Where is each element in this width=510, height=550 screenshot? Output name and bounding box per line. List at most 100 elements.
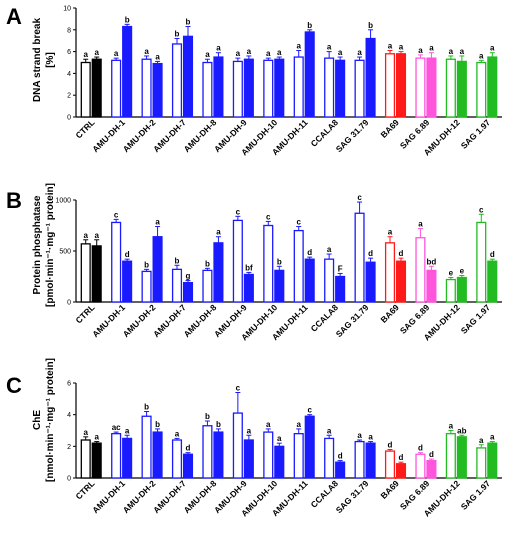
bar-treated-9 xyxy=(335,59,346,118)
significance-label: b xyxy=(277,257,282,266)
bar-treated-4 xyxy=(182,453,194,479)
bar-control-14 xyxy=(476,447,487,479)
category-label: CTRL xyxy=(74,302,97,325)
significance-label: a xyxy=(357,431,362,440)
bar-treated-7 xyxy=(274,445,285,479)
significance-label: a xyxy=(247,426,252,435)
significance-label: c xyxy=(236,384,241,393)
significance-label: b xyxy=(216,420,221,429)
significance-label: d xyxy=(125,250,130,259)
bar-treated-3 xyxy=(152,62,163,118)
bar-control-10 xyxy=(354,440,365,479)
bar-control-5 xyxy=(202,269,213,303)
bar-treated-14 xyxy=(487,442,498,479)
category-label: BA69 xyxy=(378,302,401,325)
significance-label: c xyxy=(236,207,241,216)
significance-label: d xyxy=(418,444,423,453)
bar-control-8 xyxy=(293,229,304,303)
significance-label: a xyxy=(449,47,454,56)
bar-control-5 xyxy=(202,61,213,118)
significance-label: a xyxy=(216,228,221,237)
bar-control-8 xyxy=(293,433,304,479)
bar-treated-5 xyxy=(213,431,224,479)
significance-label: a xyxy=(175,429,180,438)
significance-label: a xyxy=(94,433,99,442)
y-tick-label: 4 xyxy=(67,71,71,78)
bar-treated-4 xyxy=(182,281,194,303)
bar-control-8 xyxy=(293,56,304,118)
significance-label: a xyxy=(83,428,88,437)
significance-label: a xyxy=(277,434,282,443)
bar-control-12 xyxy=(415,57,426,118)
category-label: BA69 xyxy=(378,478,401,501)
significance-label: b xyxy=(205,412,210,421)
bar-control-10 xyxy=(354,59,365,118)
y-tick-label: 2 xyxy=(67,444,71,451)
bar-treated-3 xyxy=(152,431,163,479)
y-tick-label: 0 xyxy=(67,476,71,483)
bar-treated-11 xyxy=(395,260,407,303)
panel-letter: B xyxy=(6,188,22,213)
category-label: SAG 31.79 xyxy=(334,117,371,154)
significance-label: c xyxy=(266,212,271,221)
bar-control-2 xyxy=(111,433,122,479)
significance-label: d xyxy=(307,248,312,257)
category-label: SAG 31.79 xyxy=(334,478,371,515)
significance-label: a xyxy=(479,436,484,445)
significance-label: a xyxy=(277,48,282,57)
bar-treated-4 xyxy=(182,35,194,118)
bar-treated-12 xyxy=(426,57,437,118)
significance-label: a xyxy=(114,49,119,58)
y-tick-label: 6 xyxy=(67,381,71,388)
significance-label: a xyxy=(368,433,373,442)
significance-label: d xyxy=(429,450,434,459)
bar-treated-6 xyxy=(243,58,254,118)
significance-label: g xyxy=(186,272,191,281)
bar-treated-8 xyxy=(304,415,315,479)
bar-treated-3 xyxy=(152,236,163,303)
bar-treated-1 xyxy=(91,245,102,303)
y-tick-label: 2 xyxy=(67,93,71,100)
y-tick-label: 0 xyxy=(67,300,71,307)
y-tick-label: 4 xyxy=(67,412,71,419)
significance-label: a xyxy=(327,426,332,435)
category-label: SAG 1.97 xyxy=(459,117,493,151)
significance-label: a xyxy=(155,52,160,61)
significance-label: a xyxy=(125,426,130,435)
bar-control-13 xyxy=(445,433,456,479)
bar-treated-10 xyxy=(365,37,376,118)
bar-treated-5 xyxy=(213,242,224,303)
bar-treated-2 xyxy=(122,437,133,479)
bar-control-7 xyxy=(263,224,274,303)
bar-treated-6 xyxy=(243,439,254,479)
significance-label: b xyxy=(307,21,312,30)
significance-label: b xyxy=(175,30,180,39)
significance-label: d xyxy=(490,250,495,259)
significance-label: c xyxy=(357,193,362,202)
significance-label: bd xyxy=(427,257,437,266)
category-label: CTRL xyxy=(74,478,97,501)
significance-label: a xyxy=(266,49,271,58)
bar-control-4 xyxy=(171,439,183,479)
bar-control-1 xyxy=(80,61,91,118)
bar-control-6 xyxy=(232,219,243,303)
bar-control-4 xyxy=(171,43,183,118)
category-label: BA69 xyxy=(378,117,401,140)
category-label: SAG 1.97 xyxy=(459,302,493,336)
significance-label: a xyxy=(388,42,393,51)
significance-label: b xyxy=(175,256,180,265)
significance-label: b xyxy=(155,420,160,429)
bar-treated-14 xyxy=(487,56,498,118)
bar-control-6 xyxy=(232,412,243,479)
significance-label: e xyxy=(460,266,465,275)
significance-label: a xyxy=(94,231,99,240)
significance-label: a xyxy=(247,47,252,56)
bar-treated-10 xyxy=(365,442,376,479)
bar-treated-11 xyxy=(395,53,407,118)
bar-treated-5 xyxy=(213,56,224,118)
significance-label: d xyxy=(399,249,404,258)
